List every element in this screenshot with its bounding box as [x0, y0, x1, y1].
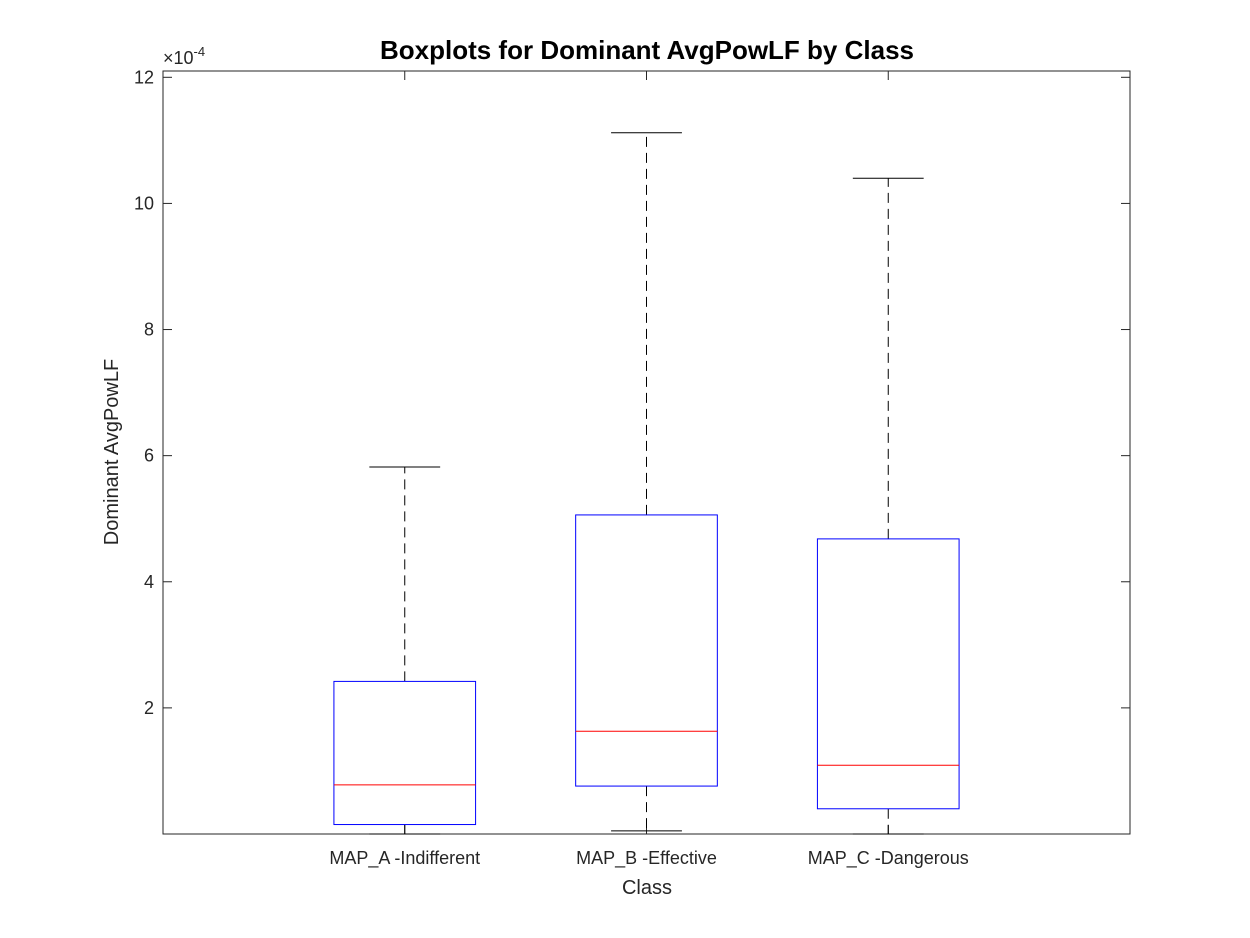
x-axis-ticks: MAP_A -Indifferent MAP_B -Effective MAP_C … [329, 71, 969, 869]
y-exponent-label: ×10-4 [163, 44, 205, 68]
x-tick-label: MAP_C -Dangerous [808, 848, 969, 869]
y-tick-label: 2 [144, 698, 154, 718]
x-tick-label: MAP_A -Indifferent [329, 848, 480, 869]
iqr-box [575, 514, 718, 787]
y-exponent-power: -4 [194, 44, 206, 59]
chart-title: Boxplots for Dominant AvgPowLF by Class [380, 35, 914, 65]
y-tick-label: 12 [134, 67, 154, 87]
axes-frame [162, 70, 1131, 835]
box-group [575, 132, 718, 832]
x-tick-label: MAP_B -Effective [576, 848, 717, 869]
y-tick-label: 8 [144, 320, 154, 340]
box-group [816, 177, 960, 835]
iqr-box [333, 680, 477, 826]
y-axis-label: Dominant AvgPowLF [101, 359, 123, 545]
plot-area [162, 70, 1131, 835]
y-axis-ticks: 2 4 6 8 10 12 [134, 67, 1130, 718]
boxes [333, 132, 960, 835]
y-tick-label: 6 [144, 446, 154, 466]
iqr-box [816, 538, 960, 810]
x-axis-label: Class [622, 877, 672, 899]
y-tick-label: 10 [134, 193, 154, 213]
box-group [333, 466, 477, 835]
y-tick-label: 4 [144, 572, 154, 592]
